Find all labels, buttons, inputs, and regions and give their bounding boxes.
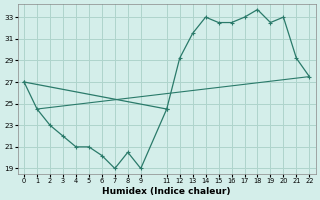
X-axis label: Humidex (Indice chaleur): Humidex (Indice chaleur) — [102, 187, 231, 196]
